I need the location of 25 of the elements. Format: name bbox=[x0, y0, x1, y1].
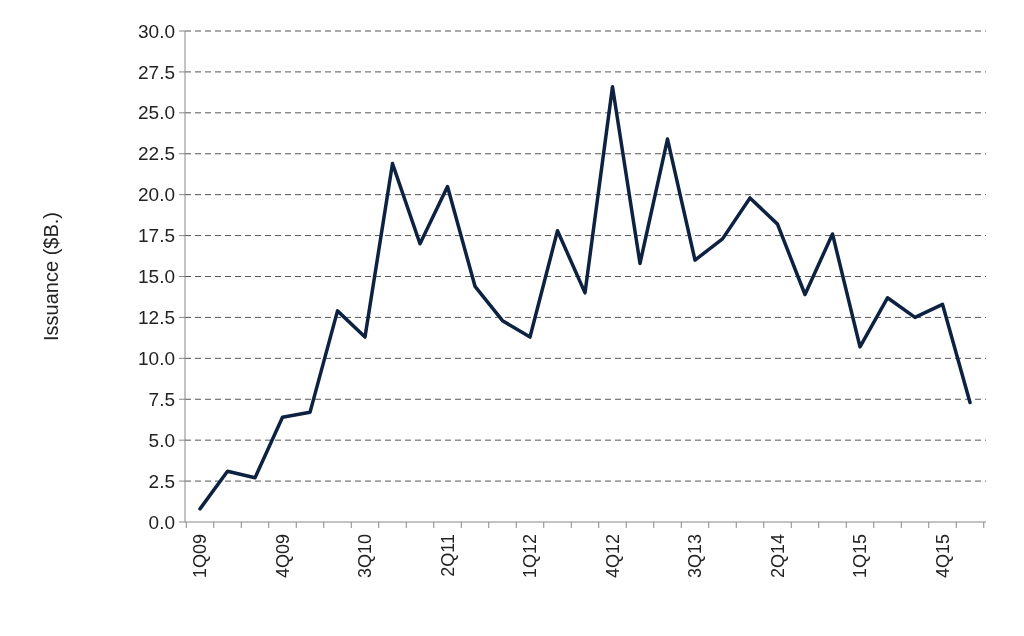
y-tick-label: 27.5 bbox=[138, 61, 175, 83]
x-tick-label: 4Q09 bbox=[272, 534, 293, 579]
y-tick-label: 5.0 bbox=[148, 429, 175, 451]
x-tick-label: 3Q10 bbox=[355, 534, 375, 579]
y-tick-label: 7.5 bbox=[148, 388, 175, 410]
y-tick-label: 10.0 bbox=[138, 347, 175, 369]
x-tick-label: 3Q13 bbox=[685, 534, 705, 579]
x-tick-label: 4Q12 bbox=[602, 534, 623, 579]
x-tick-label: 1Q09 bbox=[190, 534, 210, 579]
x-tick-label: 1Q15 bbox=[850, 534, 870, 579]
x-tick-label: 4Q15 bbox=[932, 534, 953, 579]
y-tick-label: 2.5 bbox=[148, 470, 175, 492]
x-tick-label: 1Q12 bbox=[520, 534, 540, 579]
y-tick-label: 15.0 bbox=[138, 266, 175, 288]
y-tick-label: 12.5 bbox=[138, 307, 175, 329]
y-tick-label: 20.0 bbox=[138, 184, 175, 206]
y-tick-label: 0.0 bbox=[148, 511, 175, 533]
y-tick-label: 25.0 bbox=[138, 102, 175, 124]
y-axis-title: Issuance ($B.) bbox=[40, 212, 62, 341]
x-tick-label: 2Q14 bbox=[767, 534, 788, 579]
line-series bbox=[198, 84, 972, 511]
y-tick-label: 17.5 bbox=[138, 225, 175, 247]
y-tick-label: 30.0 bbox=[138, 20, 175, 42]
y-tick-label: 22.5 bbox=[138, 143, 175, 165]
x-tick-label: 2Q11 bbox=[437, 534, 458, 577]
